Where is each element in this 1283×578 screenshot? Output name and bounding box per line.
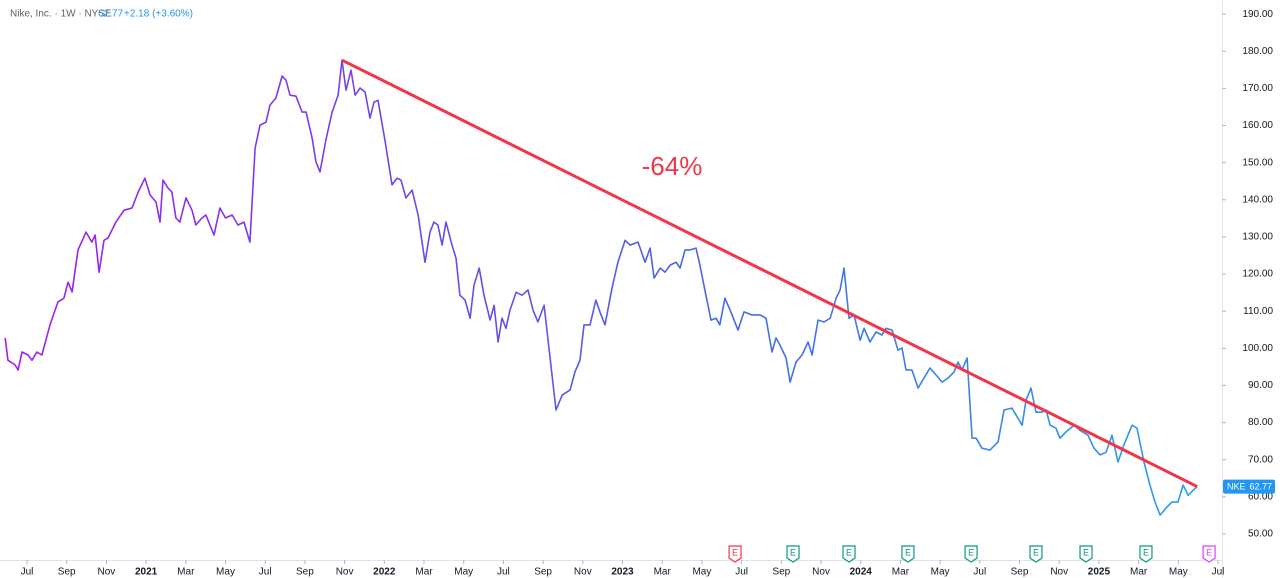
- x-tick-label: Nov: [98, 567, 116, 578]
- x-tick-label: 2023: [611, 567, 634, 578]
- earnings-label: E: [1083, 547, 1089, 557]
- earnings-marker: [1029, 545, 1043, 563]
- y-tick-label: 110.00: [1243, 306, 1273, 317]
- y-tick-label: 170.00: [1242, 83, 1273, 94]
- x-tick-label: Jul: [735, 567, 748, 578]
- x-tick-label: Jul: [973, 567, 986, 578]
- y-tick-label: 180.00: [1242, 46, 1273, 57]
- x-tick-label: Nov: [336, 567, 354, 578]
- y-tick-label: 120.00: [1242, 269, 1273, 280]
- earnings-label: E: [790, 547, 796, 557]
- earnings-marker: [786, 545, 800, 563]
- earnings-label: E: [905, 547, 911, 557]
- x-tick-label: 2025: [1088, 567, 1111, 578]
- earnings-marker: [842, 545, 856, 563]
- earnings-label: E: [1143, 547, 1149, 557]
- y-tick-label: 100.00: [1242, 343, 1273, 354]
- x-tick-label: Jul: [21, 567, 34, 578]
- price-badge-label: 62.77: [1249, 481, 1272, 491]
- x-tick-label: 2024: [850, 567, 873, 578]
- x-tick-label: May: [454, 567, 473, 578]
- earnings-marker: [1202, 545, 1216, 563]
- earnings-label: E: [1206, 547, 1212, 557]
- x-tick-label: 2021: [135, 567, 158, 578]
- price-line: [4, 59, 1198, 516]
- y-tick-label: 150.00: [1242, 157, 1273, 168]
- x-tick-label: Sep: [1011, 567, 1029, 578]
- y-tick-label: 60.00: [1248, 492, 1273, 503]
- earnings-marker: [1079, 545, 1093, 563]
- x-tick-label: Jul: [259, 567, 272, 578]
- x-tick-label: 2022: [373, 567, 396, 578]
- x-tick-label: Sep: [296, 567, 314, 578]
- x-tick-label: Nov: [812, 567, 830, 578]
- y-tick-label: 130.00: [1242, 232, 1273, 243]
- annotation: -64%: [642, 151, 703, 181]
- price-badge: [1223, 479, 1275, 494]
- trend-line: [341, 58, 1198, 488]
- x-tick-label: May: [216, 567, 235, 578]
- earnings-label: E: [1033, 547, 1039, 557]
- x-tick-label: Mar: [892, 567, 910, 578]
- legend-symbol: NKE: [1227, 481, 1246, 491]
- x-tick-label: May: [692, 567, 711, 578]
- x-tick-label: May: [931, 567, 950, 578]
- y-tick-label: 160.00: [1242, 120, 1273, 131]
- earnings-marker: [728, 545, 742, 563]
- x-tick-label: Mar: [415, 567, 433, 578]
- y-tick-label: 90.00: [1248, 380, 1273, 391]
- price: 62.77: [98, 9, 123, 20]
- x-tick-label: Nov: [574, 567, 592, 578]
- x-tick-label: Jul: [497, 567, 510, 578]
- x-tick-label: Mar: [1130, 567, 1148, 578]
- y-tick-label: 70.00: [1248, 454, 1273, 465]
- x-tick-label: Sep: [534, 567, 552, 578]
- y-tick-label: 190.00: [1242, 9, 1273, 20]
- x-tick-label: Nov: [1050, 567, 1068, 578]
- y-tick-label: 140.00: [1242, 194, 1273, 205]
- earnings-label: E: [968, 547, 974, 557]
- earnings-marker: [901, 545, 915, 563]
- change: +2.18 (+3.60%): [124, 9, 193, 20]
- y-tick-label: 50.00: [1248, 529, 1273, 540]
- x-tick-label: Mar: [177, 567, 195, 578]
- chart-title: Nike, Inc. · 1W · NYSE: [10, 9, 112, 20]
- earnings-label: E: [732, 547, 738, 557]
- x-tick-label: Sep: [58, 567, 76, 578]
- x-tick-label: Sep: [772, 567, 790, 578]
- x-tick-label: Mar: [654, 567, 672, 578]
- x-tick-label: Jul: [1212, 567, 1225, 578]
- earnings-marker: [1139, 545, 1153, 563]
- x-tick-label: May: [1169, 567, 1188, 578]
- earnings-marker: [964, 545, 978, 563]
- earnings-label: E: [846, 547, 852, 557]
- y-tick-label: 80.00: [1248, 417, 1273, 428]
